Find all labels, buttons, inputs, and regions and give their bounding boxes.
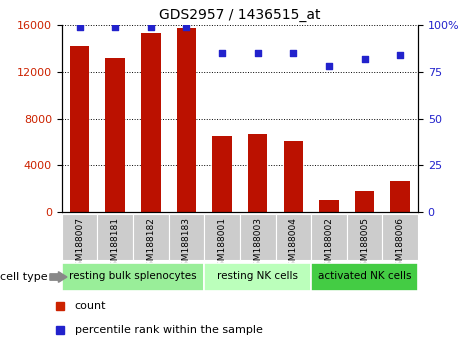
Point [76, 24, 84, 29]
Text: activated NK cells: activated NK cells [318, 272, 411, 281]
Bar [62, 214, 97, 260]
Bar [311, 263, 418, 291]
Bar [284, 141, 303, 212]
Bar [240, 214, 276, 260]
Bar [169, 214, 204, 260]
Bar [70, 46, 89, 212]
Bar [276, 214, 311, 260]
Text: GSM188002: GSM188002 [324, 217, 333, 272]
Point [182, 24, 190, 29]
Bar [204, 263, 311, 291]
Bar [105, 58, 125, 212]
Point [396, 52, 404, 58]
Text: GSM188004: GSM188004 [289, 217, 298, 272]
Bar [133, 214, 169, 260]
Bar [62, 263, 204, 291]
Bar [212, 136, 232, 212]
Point [361, 56, 369, 61]
Text: percentile rank within the sample: percentile rank within the sample [75, 325, 263, 335]
Bar [311, 214, 347, 260]
Bar [248, 134, 267, 212]
Bar [319, 200, 339, 212]
Text: GSM188005: GSM188005 [360, 217, 369, 272]
Text: count: count [75, 301, 106, 311]
Text: GSM188182: GSM188182 [146, 217, 155, 272]
Text: GSM188181: GSM188181 [111, 217, 120, 272]
Bar [204, 214, 240, 260]
Text: cell type: cell type [0, 272, 48, 282]
Point [218, 50, 226, 56]
Point [147, 24, 155, 29]
Point [289, 50, 297, 56]
Text: resting bulk splenocytes: resting bulk splenocytes [69, 272, 197, 281]
Point [325, 63, 332, 69]
Text: GSM188003: GSM188003 [253, 217, 262, 272]
Point [254, 50, 261, 56]
FancyArrow shape [50, 272, 67, 282]
Bar [177, 28, 196, 212]
Bar [141, 33, 161, 212]
Text: GSM188006: GSM188006 [396, 217, 405, 272]
Bar [347, 214, 382, 260]
Text: GSM188007: GSM188007 [75, 217, 84, 272]
Text: GSM188001: GSM188001 [218, 217, 227, 272]
Text: resting NK cells: resting NK cells [217, 272, 298, 281]
Bar [382, 214, 418, 260]
Title: GDS2957 / 1436515_at: GDS2957 / 1436515_at [159, 8, 321, 22]
Text: GSM188183: GSM188183 [182, 217, 191, 272]
Bar [390, 181, 410, 212]
Point [111, 24, 119, 29]
Bar [355, 191, 374, 212]
Bar [97, 214, 133, 260]
